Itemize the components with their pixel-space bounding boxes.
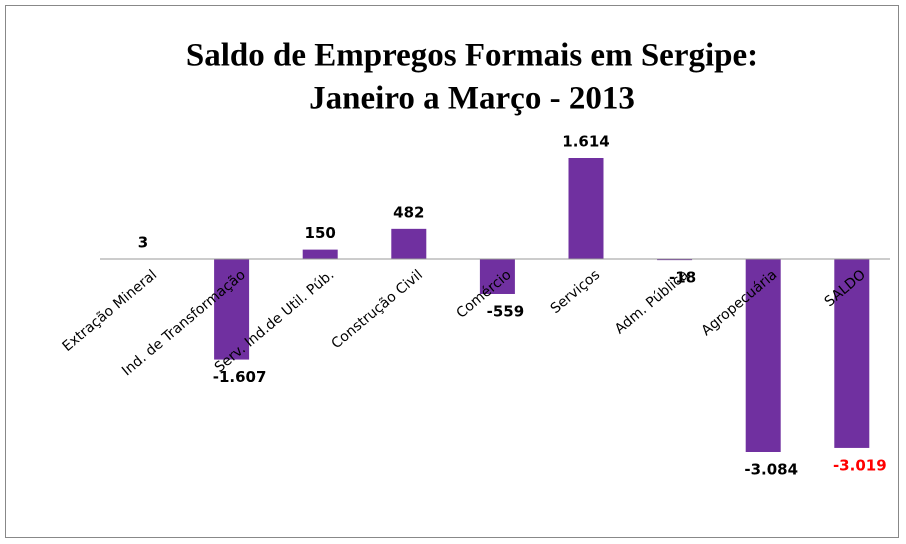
value-label: 3 [138, 233, 148, 251]
bar [834, 259, 870, 448]
value-label: 482 [393, 203, 424, 221]
bar [391, 228, 427, 260]
bar [302, 249, 338, 260]
bar [745, 259, 781, 452]
bar [479, 259, 515, 294]
value-label: -1.607 [213, 368, 267, 386]
value-label: -18 [669, 269, 696, 287]
value-label: -559 [487, 302, 525, 320]
value-label: 1.614 [562, 133, 609, 151]
chart-title: Janeiro a Março - 2013 [309, 81, 635, 117]
bar [568, 158, 604, 260]
value-label: -3.019 [833, 456, 887, 474]
chart-title: Saldo de Empregos Formais em Sergipe: [186, 38, 758, 74]
value-label: -3.084 [744, 461, 798, 479]
value-label: 150 [305, 224, 336, 242]
bar [214, 259, 250, 360]
bar [657, 259, 693, 261]
